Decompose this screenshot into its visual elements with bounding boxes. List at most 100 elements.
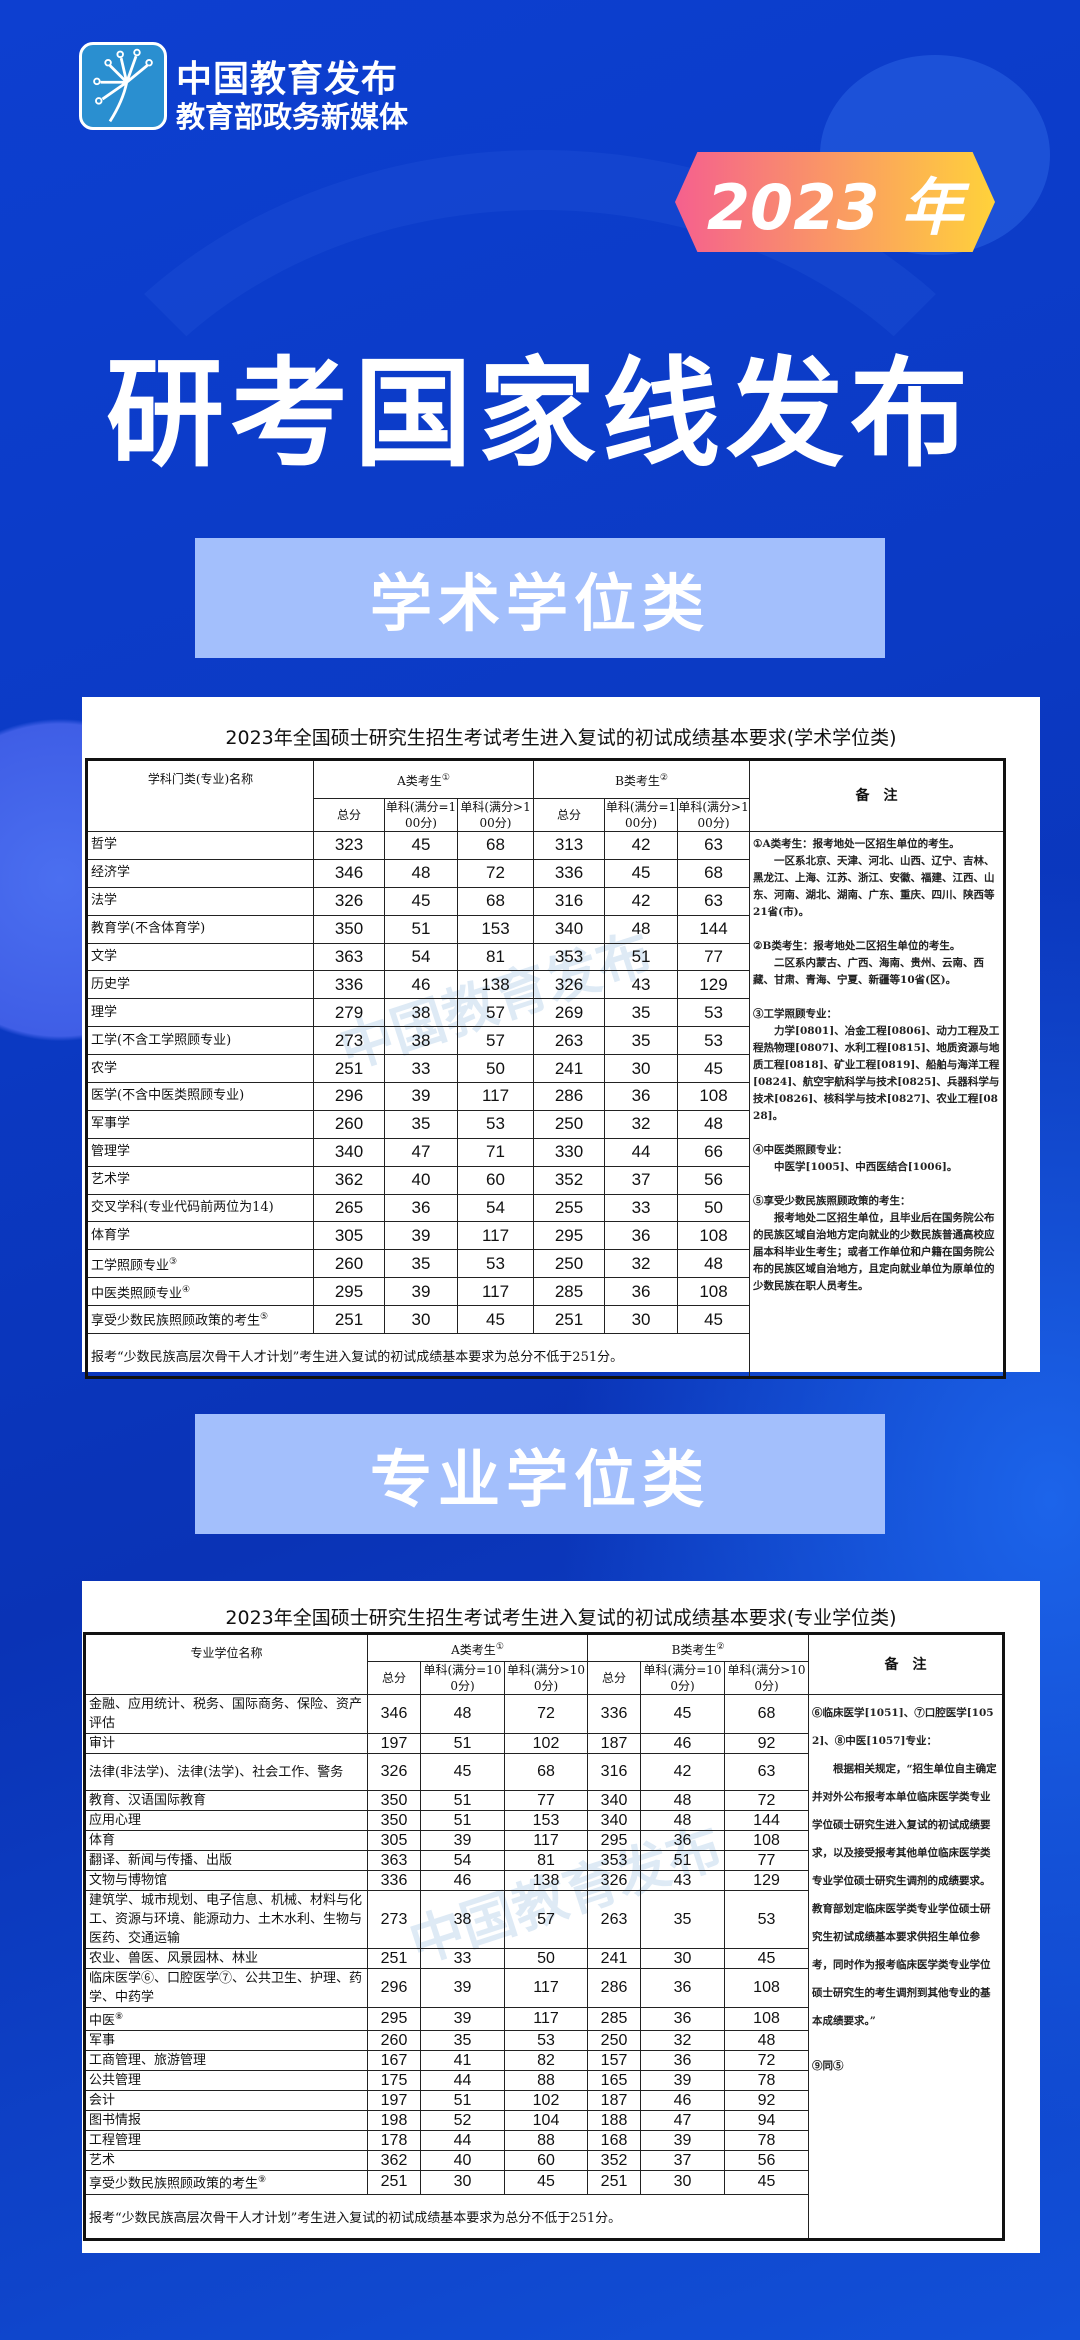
- cell-b-single-gt100: 77: [724, 1850, 810, 1871]
- column-header-total: 总分: [313, 798, 385, 832]
- cell-b-total: 251: [533, 1305, 606, 1335]
- cell-b-single-100: 32: [640, 2030, 726, 2052]
- row-name: 农业、兽医、风景园林、林业: [84, 1948, 368, 1969]
- logo: [79, 42, 167, 130]
- group-label: B类考生: [615, 774, 660, 788]
- brand-name: 中国教育发布: [176, 59, 399, 100]
- cell-a-single-gt100: 117: [456, 1221, 535, 1251]
- row-name: 临床医学⑥、口腔医学⑦、公共卫生、护理、药学、中药学: [84, 1968, 368, 2008]
- cell-a-single-100: 45: [384, 831, 458, 860]
- cell-a-single-gt100: 57: [456, 998, 535, 1028]
- row-name: 工学(不含工学照顾专业): [86, 1026, 314, 1056]
- cell-a-total: 340: [313, 1137, 385, 1167]
- row-name-text: 历史学: [91, 976, 131, 992]
- row-name: 享受少数民族照顾政策的考生⑨: [84, 2170, 368, 2195]
- cell-a-single-100: 41: [420, 2050, 505, 2072]
- cell-a-total: 178: [367, 2130, 421, 2152]
- column-group-b-candidates: B类考生②: [587, 1633, 810, 1662]
- cell-a-single-100: 45: [384, 886, 458, 916]
- header-row: 专业学位名称 A类考生① B类考生② 备 注: [84, 1633, 1005, 1695]
- column-header-total: 总分: [587, 1661, 642, 1695]
- academic-section-banner: 学术学位类: [195, 538, 885, 658]
- row-name-text: 农学: [91, 1060, 118, 1076]
- cell-b-total: 241: [587, 1948, 642, 1969]
- note-paragraph: ③工学照顾专业： 力学[0801]、冶金工程[0806]、动力工程及工程热物理[…: [753, 1008, 1000, 1122]
- row-name-text: 体育: [89, 1833, 116, 1848]
- cell-a-total: 305: [367, 1830, 421, 1851]
- cell-b-single-gt100: 92: [724, 2090, 810, 2112]
- cell-a-single-100: 51: [420, 2090, 505, 2112]
- table-row: 艺术学 362 40 60 352 37 56: [86, 1165, 1005, 1195]
- cell-b-single-100: 36: [604, 1082, 679, 1111]
- cell-a-total: 273: [313, 1026, 385, 1056]
- cell-a-total: 362: [313, 1165, 385, 1195]
- cell-a-single-100: 39: [384, 1277, 458, 1307]
- row-name: 经济学: [86, 858, 314, 888]
- column-header-name: 学科门类(专业)名称: [86, 759, 314, 832]
- row-name-text: 享受少数民族照顾政策的考生: [91, 1313, 261, 1329]
- cell-b-single-100: 48: [604, 914, 679, 944]
- column-group-a-candidates: A类考生①: [366, 1633, 589, 1662]
- row-name: 历史学: [86, 970, 314, 1000]
- row-name: 建筑学、城市规划、电子信息、机械、材料与化工、资源与环境、能源动力、土木水利、生…: [84, 1890, 368, 1949]
- cell-b-total: 269: [533, 998, 606, 1028]
- table-row: 体育学 305 39 117 295 36 108: [86, 1221, 1005, 1251]
- professional-score-table: 专业学位名称 A类考生① B类考生② 备 注总分 单科(满分=100分) 单科(满分>10…: [83, 1632, 1006, 2241]
- cell-a-single-gt100: 68: [456, 886, 535, 916]
- footnote-marker: ①: [441, 773, 450, 783]
- column-header-single-gt100: 单科(满分>100分): [503, 1661, 589, 1695]
- cell-b-total: 340: [587, 1810, 642, 1831]
- column-header-single-100: 单科(满分=100分): [420, 1661, 505, 1695]
- cell-a-single-gt100: 50: [503, 1948, 589, 1969]
- cell-b-single-gt100: 78: [724, 2130, 810, 2152]
- cell-a-total: 363: [367, 1850, 421, 1871]
- cell-a-single-100: 54: [384, 942, 458, 972]
- row-name: 管理学: [86, 1137, 314, 1167]
- cell-a-single-gt100: 53: [503, 2030, 589, 2052]
- cell-b-total: 340: [587, 1790, 642, 1811]
- cell-a-single-gt100: 81: [503, 1850, 589, 1871]
- cell-b-single-gt100: 77: [677, 942, 751, 972]
- row-name: 工商管理、旅游管理: [84, 2050, 368, 2072]
- row-name-text: 法学: [91, 893, 118, 909]
- group-label: A类考生: [451, 1642, 496, 1657]
- cell-b-single-100: 42: [604, 831, 679, 860]
- column-header-single-gt100: 单科(满分>100分): [724, 1661, 810, 1695]
- cell-a-total: 251: [313, 1305, 385, 1335]
- cell-a-total: 346: [313, 858, 385, 888]
- cell-b-single-100: 30: [640, 1948, 726, 1969]
- table-row: 教育、汉语国际教育 350 51 77 340 48 72: [84, 1790, 1004, 1811]
- row-name-text: 会计: [89, 2093, 116, 2109]
- table-row: 交叉学科(专业代码前两位为14) 265 36 54 255 33 50: [86, 1193, 1005, 1223]
- row-name-text: 工学(不含工学照顾专业): [91, 1032, 232, 1048]
- cell-b-single-100: 35: [604, 998, 679, 1028]
- row-name: 体育: [84, 1830, 368, 1851]
- cell-a-single-100: 40: [384, 1165, 458, 1195]
- cell-b-total: 250: [533, 1249, 606, 1279]
- table-row: 工学照顾专业③ 260 35 53 250 32 48: [86, 1249, 1005, 1279]
- cell-a-total: 260: [313, 1249, 385, 1279]
- cell-b-single-100: 30: [640, 2170, 726, 2195]
- cell-b-single-gt100: 45: [724, 1948, 810, 1969]
- row-name-text: 公共管理: [89, 2073, 142, 2089]
- cell-a-single-gt100: 72: [503, 1694, 589, 1734]
- cell-b-total: 352: [533, 1165, 606, 1195]
- table-row: 享受少数民族照顾政策的考生⑨ 251 30 45 251 30 45: [84, 2170, 1004, 2195]
- footnote-row: 报考“少数民族高层次骨干人才计划”考生进入复试的初试成绩基本要求为总分不低于25…: [85, 1333, 1005, 1379]
- footnote-marker: ②: [659, 773, 668, 783]
- cell-b-total: 241: [533, 1054, 606, 1084]
- table-row: 理学 279 38 57 269 35 53: [86, 998, 1005, 1028]
- cell-a-single-100: 33: [384, 1054, 458, 1084]
- cell-a-total: 265: [313, 1193, 385, 1223]
- cell-b-single-gt100: 63: [677, 886, 751, 916]
- cell-b-single-gt100: 56: [724, 2150, 810, 2172]
- row-name-text: 文物与博物馆: [89, 1873, 168, 1888]
- cell-b-total: 250: [587, 2030, 642, 2052]
- column-header-notes: 备 注: [749, 759, 1006, 832]
- cell-b-single-gt100: 53: [677, 1026, 751, 1056]
- cell-a-single-100: 30: [384, 1305, 458, 1335]
- cell-b-single-100: 30: [604, 1054, 679, 1084]
- cell-b-total: 165: [587, 2070, 642, 2092]
- footnote-marker: ⑤: [260, 1312, 269, 1323]
- row-name-text: 教育、汉语国际教育: [89, 1793, 207, 1808]
